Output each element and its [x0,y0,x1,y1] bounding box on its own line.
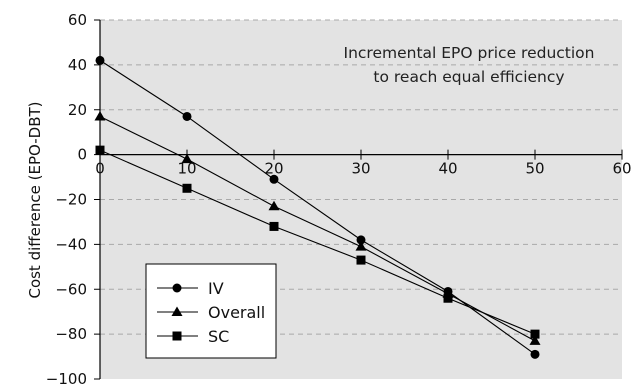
y-tick-label: 0 [77,146,87,164]
data-point-square [530,329,540,339]
y-tick-label: 20 [68,101,87,119]
data-point-triangle [355,241,367,251]
data-point-circle [172,283,182,293]
x-tick-labels: 0 10 20 30 40 50 60 [95,160,631,178]
y-tick-label: −20 [55,191,87,209]
data-point-square [182,183,192,193]
data-point-triangle [529,335,541,345]
y-tick-label: 40 [68,56,87,74]
data-point-square [356,255,366,265]
y-tick-label: 60 [68,11,87,29]
data-point-triangle [171,306,183,316]
series-overall [94,110,541,345]
x-tick-label: 20 [264,160,283,178]
y-tick-label: −60 [55,280,87,298]
annotation-line-2: to reach equal efficiency [373,68,564,86]
data-point-circle [95,55,105,65]
y-tick-label: −100 [46,370,87,384]
y-tick-labels: 60 40 20 0 −20 −40 −60 −80 −100 [46,11,87,384]
data-point-circle [269,174,279,184]
data-point-square [172,331,182,341]
y-tick-label: −80 [55,325,87,343]
legend-label-overall: Overall [208,303,265,322]
annotation-line-1: Incremental EPO price reduction [344,44,595,62]
data-point-square [443,293,453,303]
y-tick-label: −40 [55,235,87,253]
data-point-triangle [181,153,193,164]
legend-label-sc: SC [208,327,229,346]
data-point-square [95,145,105,155]
x-tick-label: 40 [438,160,457,178]
x-tick-label: 10 [177,160,196,178]
series-line-overall [99,115,536,342]
data-point-circle [182,111,192,121]
x-tick-label: 0 [95,160,105,178]
y-axis-title: Cost difference (EPO-DBT) [26,101,44,298]
series-layer [94,55,541,359]
legend-items: IV Overall SC [157,279,265,346]
data-point-circle [530,349,540,359]
x-tick-label: 60 [612,160,631,178]
data-point-circle [356,235,366,245]
series-line-sc [99,149,536,335]
data-point-triangle [268,200,280,211]
legend: IV Overall SC [145,263,277,359]
x-tick-label: 50 [525,160,544,178]
x-tick-label: 30 [351,160,370,178]
legend-box [145,263,277,359]
data-point-square [269,221,279,231]
series-sc [95,145,540,339]
data-point-triangle [94,110,106,121]
legend-label-iv: IV [208,279,224,298]
